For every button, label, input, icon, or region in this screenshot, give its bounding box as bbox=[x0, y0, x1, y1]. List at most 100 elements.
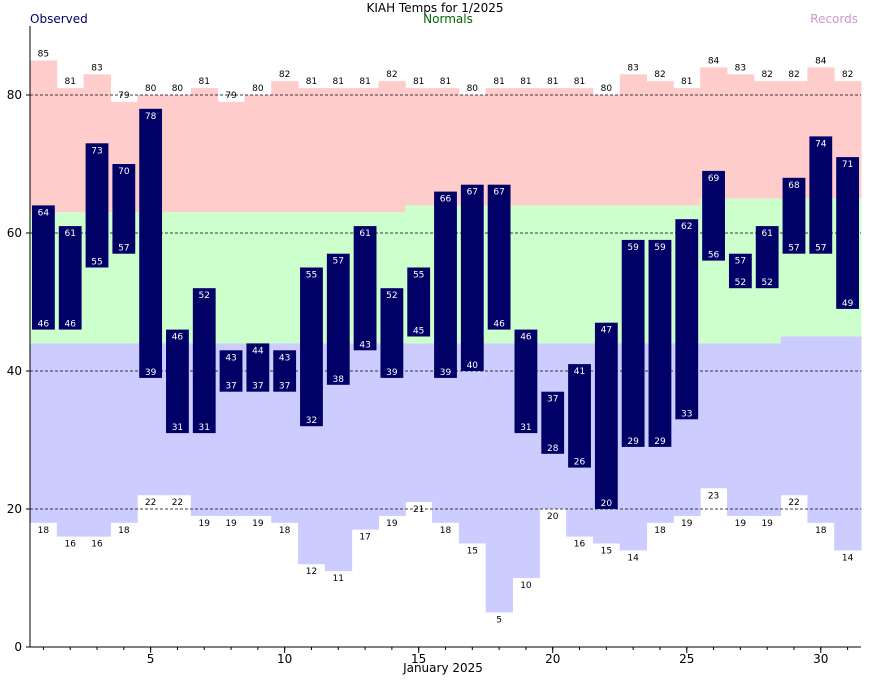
record-low-label: 19 bbox=[252, 519, 264, 529]
record-low-label: 12 bbox=[306, 567, 317, 577]
record-high-band bbox=[164, 95, 192, 213]
record-low-label: 18 bbox=[279, 526, 291, 536]
record-low-label: 18 bbox=[440, 526, 452, 536]
observed-low-label: 52 bbox=[735, 278, 746, 288]
observed-high-label: 57 bbox=[735, 257, 746, 267]
observed-high-label: 66 bbox=[440, 195, 452, 205]
record-high-band bbox=[378, 81, 406, 213]
observed-low-label: 29 bbox=[654, 437, 666, 447]
record-high-label: 81 bbox=[413, 77, 424, 87]
record-high-band bbox=[298, 88, 326, 213]
record-high-band bbox=[539, 88, 567, 206]
record-low-band bbox=[807, 336, 835, 523]
observed-high-label: 52 bbox=[386, 291, 397, 301]
normal-band bbox=[271, 212, 299, 344]
observed-bar bbox=[809, 136, 833, 254]
record-high-band bbox=[190, 88, 219, 213]
observed-low-label: 40 bbox=[467, 361, 479, 371]
observed-low-label: 26 bbox=[574, 458, 586, 468]
record-low-label: 19 bbox=[761, 519, 773, 529]
observed-low-label: 33 bbox=[681, 409, 692, 419]
observed-low-label: 49 bbox=[842, 299, 854, 309]
observed-high-label: 55 bbox=[413, 271, 424, 281]
observed-bar bbox=[219, 350, 243, 392]
normal-band bbox=[217, 212, 245, 344]
record-high-label: 81 bbox=[440, 77, 451, 87]
record-low-band bbox=[405, 343, 433, 503]
observed-bar bbox=[648, 239, 672, 447]
record-high-band bbox=[592, 95, 621, 206]
x-tick-label: 30 bbox=[813, 652, 828, 666]
observed-low-label: 37 bbox=[252, 382, 263, 392]
record-low-band bbox=[351, 343, 379, 530]
record-low-label: 18 bbox=[38, 526, 50, 536]
record-high-band bbox=[673, 88, 701, 206]
record-high-label: 82 bbox=[654, 70, 665, 80]
record-high-label: 83 bbox=[627, 63, 638, 73]
record-low-band bbox=[110, 343, 138, 523]
observed-high-label: 73 bbox=[91, 146, 102, 156]
observed-low-label: 45 bbox=[413, 327, 424, 337]
record-low-label: 18 bbox=[815, 526, 827, 536]
record-high-label: 81 bbox=[681, 77, 692, 87]
observed-bar bbox=[514, 329, 538, 434]
record-high-label: 82 bbox=[386, 70, 397, 80]
legend-normals: Normals bbox=[423, 12, 473, 26]
observed-high-label: 64 bbox=[38, 208, 50, 218]
observed-bar bbox=[755, 226, 779, 289]
observed-high-label: 74 bbox=[815, 139, 827, 149]
observed-high-label: 37 bbox=[547, 395, 558, 405]
observed-bar bbox=[273, 350, 297, 392]
legend-observed: Observed bbox=[30, 12, 88, 26]
record-low-label: 16 bbox=[91, 540, 103, 550]
y-tick-label: 60 bbox=[7, 226, 22, 240]
observed-low-label: 57 bbox=[788, 244, 799, 254]
observed-low-label: 32 bbox=[306, 416, 317, 426]
record-high-label: 79 bbox=[225, 91, 237, 101]
record-low-label: 19 bbox=[681, 519, 693, 529]
normal-band bbox=[244, 212, 272, 344]
record-high-label: 81 bbox=[493, 77, 504, 87]
normal-band bbox=[164, 212, 192, 344]
record-low-label: 22 bbox=[788, 498, 799, 508]
x-tick-label: 10 bbox=[277, 652, 292, 666]
record-low-band bbox=[485, 343, 514, 613]
observed-bar bbox=[782, 177, 806, 254]
normal-band bbox=[566, 205, 594, 344]
observed-bar bbox=[407, 267, 431, 337]
normal-band bbox=[539, 205, 567, 344]
record-high-label: 80 bbox=[172, 84, 184, 94]
record-low-label: 14 bbox=[842, 553, 854, 563]
observed-low-label: 31 bbox=[520, 423, 531, 433]
observed-bar bbox=[541, 391, 565, 454]
observed-bar bbox=[621, 239, 645, 447]
record-low-label: 16 bbox=[64, 540, 76, 550]
observed-bar bbox=[166, 329, 189, 434]
observed-low-label: 37 bbox=[279, 382, 290, 392]
y-tick-label: 0 bbox=[14, 640, 22, 654]
observed-bar bbox=[326, 253, 350, 385]
record-low-band bbox=[753, 343, 782, 516]
observed-bar bbox=[434, 191, 457, 378]
observed-bar bbox=[594, 322, 618, 509]
record-high-label: 82 bbox=[279, 70, 290, 80]
record-low-label: 21 bbox=[413, 505, 424, 515]
observed-low-label: 38 bbox=[333, 375, 345, 385]
observed-low-label: 46 bbox=[38, 320, 50, 330]
observed-low-label: 28 bbox=[547, 444, 559, 454]
record-high-label: 83 bbox=[91, 63, 102, 73]
record-low-label: 22 bbox=[172, 498, 183, 508]
observed-low-label: 52 bbox=[761, 278, 772, 288]
record-low-label: 16 bbox=[574, 540, 586, 550]
observed-high-label: 44 bbox=[252, 346, 264, 356]
observed-bar bbox=[246, 343, 270, 392]
y-tick-label: 40 bbox=[7, 364, 22, 378]
record-high-band bbox=[244, 95, 272, 213]
record-high-band bbox=[512, 88, 540, 206]
record-high-band bbox=[271, 81, 299, 213]
x-tick-label: 20 bbox=[545, 652, 560, 666]
record-low-label: 18 bbox=[654, 526, 666, 536]
observed-low-label: 31 bbox=[172, 423, 183, 433]
record-high-label: 84 bbox=[815, 56, 827, 66]
record-low-label: 19 bbox=[386, 519, 398, 529]
